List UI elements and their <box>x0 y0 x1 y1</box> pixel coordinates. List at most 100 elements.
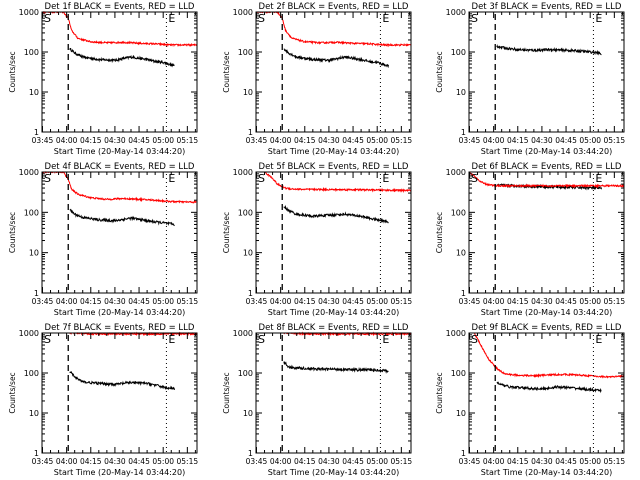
plot-frame <box>468 171 625 294</box>
end-marker-label: E <box>382 12 389 25</box>
series-events-line <box>283 361 389 374</box>
x-tick-label: 05:00 <box>366 457 388 466</box>
x-tick-label: 04:30 <box>531 136 553 145</box>
x-tick-label: 04:30 <box>531 457 553 466</box>
x-tick-label: 03:45 <box>32 297 54 306</box>
x-tick-label: 04:15 <box>80 457 102 466</box>
plot-frame <box>41 11 198 133</box>
x-tick-label: 04:00 <box>56 136 78 145</box>
x-axis-label: Start Time (20-May-14 03:44:20) <box>481 468 612 477</box>
x-tick-label: 04:30 <box>318 136 340 145</box>
x-axis-label: Start Time (20-May-14 03:44:20) <box>268 308 399 317</box>
start-marker-label: S <box>471 12 478 25</box>
x-tick-label: 05:00 <box>152 457 174 466</box>
y-tick-label: 100 <box>451 208 466 217</box>
start-marker-label: S <box>471 333 478 346</box>
end-marker-label: E <box>168 12 175 25</box>
y-axis-label: Counts/sec <box>435 212 444 253</box>
x-tick-label: 04:30 <box>104 136 126 145</box>
x-tick-label: 04:15 <box>80 297 102 306</box>
y-tick-label: 1 <box>461 128 466 137</box>
x-tick-label: 05:15 <box>391 136 413 145</box>
x-tick-label: 04:15 <box>507 136 529 145</box>
series-events-line <box>283 48 389 69</box>
x-tick-label: 04:30 <box>531 297 553 306</box>
x-tick-label: 05:00 <box>366 136 388 145</box>
panel-title: Det 5f BLACK = Events, RED = LLD <box>259 162 409 172</box>
y-tick-label: 1 <box>461 289 466 298</box>
y-axis-label: Counts/sec <box>435 372 444 413</box>
x-tick-label: 05:00 <box>579 136 601 145</box>
x-tick-label: 04:30 <box>104 457 126 466</box>
y-tick-label: 1000 <box>233 168 253 177</box>
plot-frame <box>41 171 198 294</box>
y-tick-label: 1000 <box>19 168 39 177</box>
x-tick-label: 03:45 <box>459 136 481 145</box>
y-tick-label: 100 <box>238 208 253 217</box>
x-tick-label: 04:15 <box>294 297 316 306</box>
start-marker-label: S <box>258 333 265 346</box>
y-tick-label: 1 <box>34 449 39 458</box>
x-tick-label: 05:15 <box>604 297 626 306</box>
x-tick-label: 04:45 <box>128 136 150 145</box>
x-tick-label: 03:45 <box>32 136 54 145</box>
panel-title: Det 2f BLACK = Events, RED = LLD <box>259 2 409 12</box>
x-tick-label: 04:00 <box>56 297 78 306</box>
y-tick-label: 10 <box>243 409 253 418</box>
start-marker-label: S <box>44 333 51 346</box>
x-axis-label: Start Time (20-May-14 03:44:20) <box>54 468 185 477</box>
x-tick-label: 03:45 <box>246 136 268 145</box>
panel-title: Det 7f BLACK = Events, RED = LLD <box>45 323 195 333</box>
x-tick-label: 05:00 <box>579 297 601 306</box>
plot-frame <box>255 11 412 133</box>
y-tick-label: 1 <box>248 449 253 458</box>
x-tick-label: 05:00 <box>579 457 601 466</box>
x-tick-label: 05:15 <box>391 457 413 466</box>
x-tick-label: 04:45 <box>555 457 577 466</box>
y-tick-label: 100 <box>238 48 253 57</box>
panel-title: Det 6f BLACK = Events, RED = LLD <box>472 162 622 172</box>
series-events-line <box>69 47 175 68</box>
end-marker-label: E <box>382 172 389 185</box>
x-tick-label: 05:00 <box>152 136 174 145</box>
y-axis-label: Counts/sec <box>222 212 231 253</box>
start-marker-label: S <box>44 12 51 25</box>
start-marker-label: S <box>258 12 265 25</box>
x-tick-label: 04:45 <box>555 297 577 306</box>
y-tick-label: 10 <box>29 88 39 97</box>
x-tick-label: 04:45 <box>342 457 364 466</box>
y-tick-label: 1000 <box>19 8 39 17</box>
y-tick-label: 1 <box>34 128 39 137</box>
y-axis-label: Counts/sec <box>222 51 231 92</box>
series-events-line <box>283 204 389 224</box>
x-tick-label: 03:45 <box>246 297 268 306</box>
y-tick-label: 100 <box>451 369 466 378</box>
end-marker-label: E <box>168 333 175 346</box>
x-tick-label: 04:15 <box>507 297 529 306</box>
x-axis-label: Start Time (20-May-14 03:44:20) <box>481 308 612 317</box>
start-marker-label: S <box>44 172 51 185</box>
y-axis-label: Counts/sec <box>8 212 17 253</box>
x-tick-label: 03:45 <box>246 457 268 466</box>
y-tick-label: 1 <box>248 128 253 137</box>
series-events-line <box>69 370 175 391</box>
y-tick-label: 10 <box>243 88 253 97</box>
y-tick-label: 1 <box>248 289 253 298</box>
x-tick-label: 04:00 <box>483 297 505 306</box>
y-tick-label: 100 <box>24 208 39 217</box>
x-tick-label: 05:15 <box>604 457 626 466</box>
panel-title: Det 4f BLACK = Events, RED = LLD <box>45 162 195 172</box>
x-tick-label: 04:00 <box>270 457 292 466</box>
x-tick-label: 04:45 <box>555 136 577 145</box>
x-axis-label: Start Time (20-May-14 03:44:20) <box>481 147 612 156</box>
x-tick-label: 04:30 <box>318 457 340 466</box>
end-marker-label: E <box>168 172 175 185</box>
x-tick-label: 04:45 <box>342 136 364 145</box>
x-tick-label: 03:45 <box>459 457 481 466</box>
series-events-line <box>496 44 602 56</box>
